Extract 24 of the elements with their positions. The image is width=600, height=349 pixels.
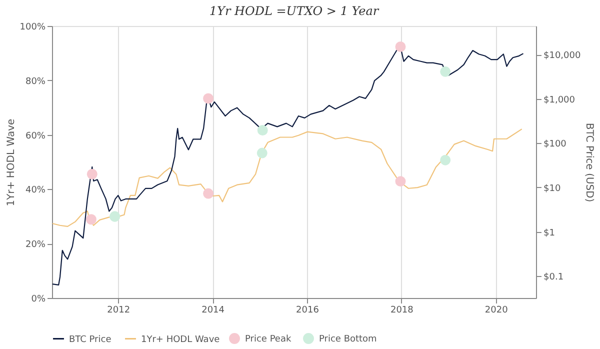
legend-label: 1Yr+ HODL Wave: [141, 334, 220, 345]
y-axis-title: 1Yr+ HODL Wave: [6, 118, 17, 206]
y2-tick-label: $1,000: [544, 95, 576, 106]
x-tick-label: 2014: [202, 306, 225, 316]
y2-tick-label: $10: [544, 184, 561, 194]
y2-tick-label: $100: [544, 140, 567, 150]
y2-tick-label: $0.1: [544, 272, 564, 283]
x-tick-label: 2012: [107, 306, 130, 316]
y2-axis-title: BTC Price (USD): [584, 122, 595, 202]
legend-label: BTC Price: [69, 334, 112, 345]
legend-label: Price Peak: [245, 334, 292, 345]
x-tick-label: 2018: [390, 306, 414, 316]
legend-label: Price Bottom: [319, 334, 377, 345]
y-tick-label: 100%: [20, 22, 46, 32]
y-tick-label: 60%: [25, 131, 46, 142]
y2-tick-label: $1: [544, 228, 555, 238]
x-tick-label: 2016: [296, 306, 320, 316]
y-tick-label: 0%: [31, 294, 46, 304]
y2-tick-label: $10,000: [544, 51, 581, 62]
chart-title: 1Yr HODL =UTXO > 1 Year: [209, 4, 380, 18]
x-tick-label: 2020: [484, 306, 508, 316]
y-tick-label: 40%: [25, 186, 46, 196]
y-tick-label: 80%: [25, 76, 46, 87]
y-tick-label: 20%: [25, 240, 46, 250]
